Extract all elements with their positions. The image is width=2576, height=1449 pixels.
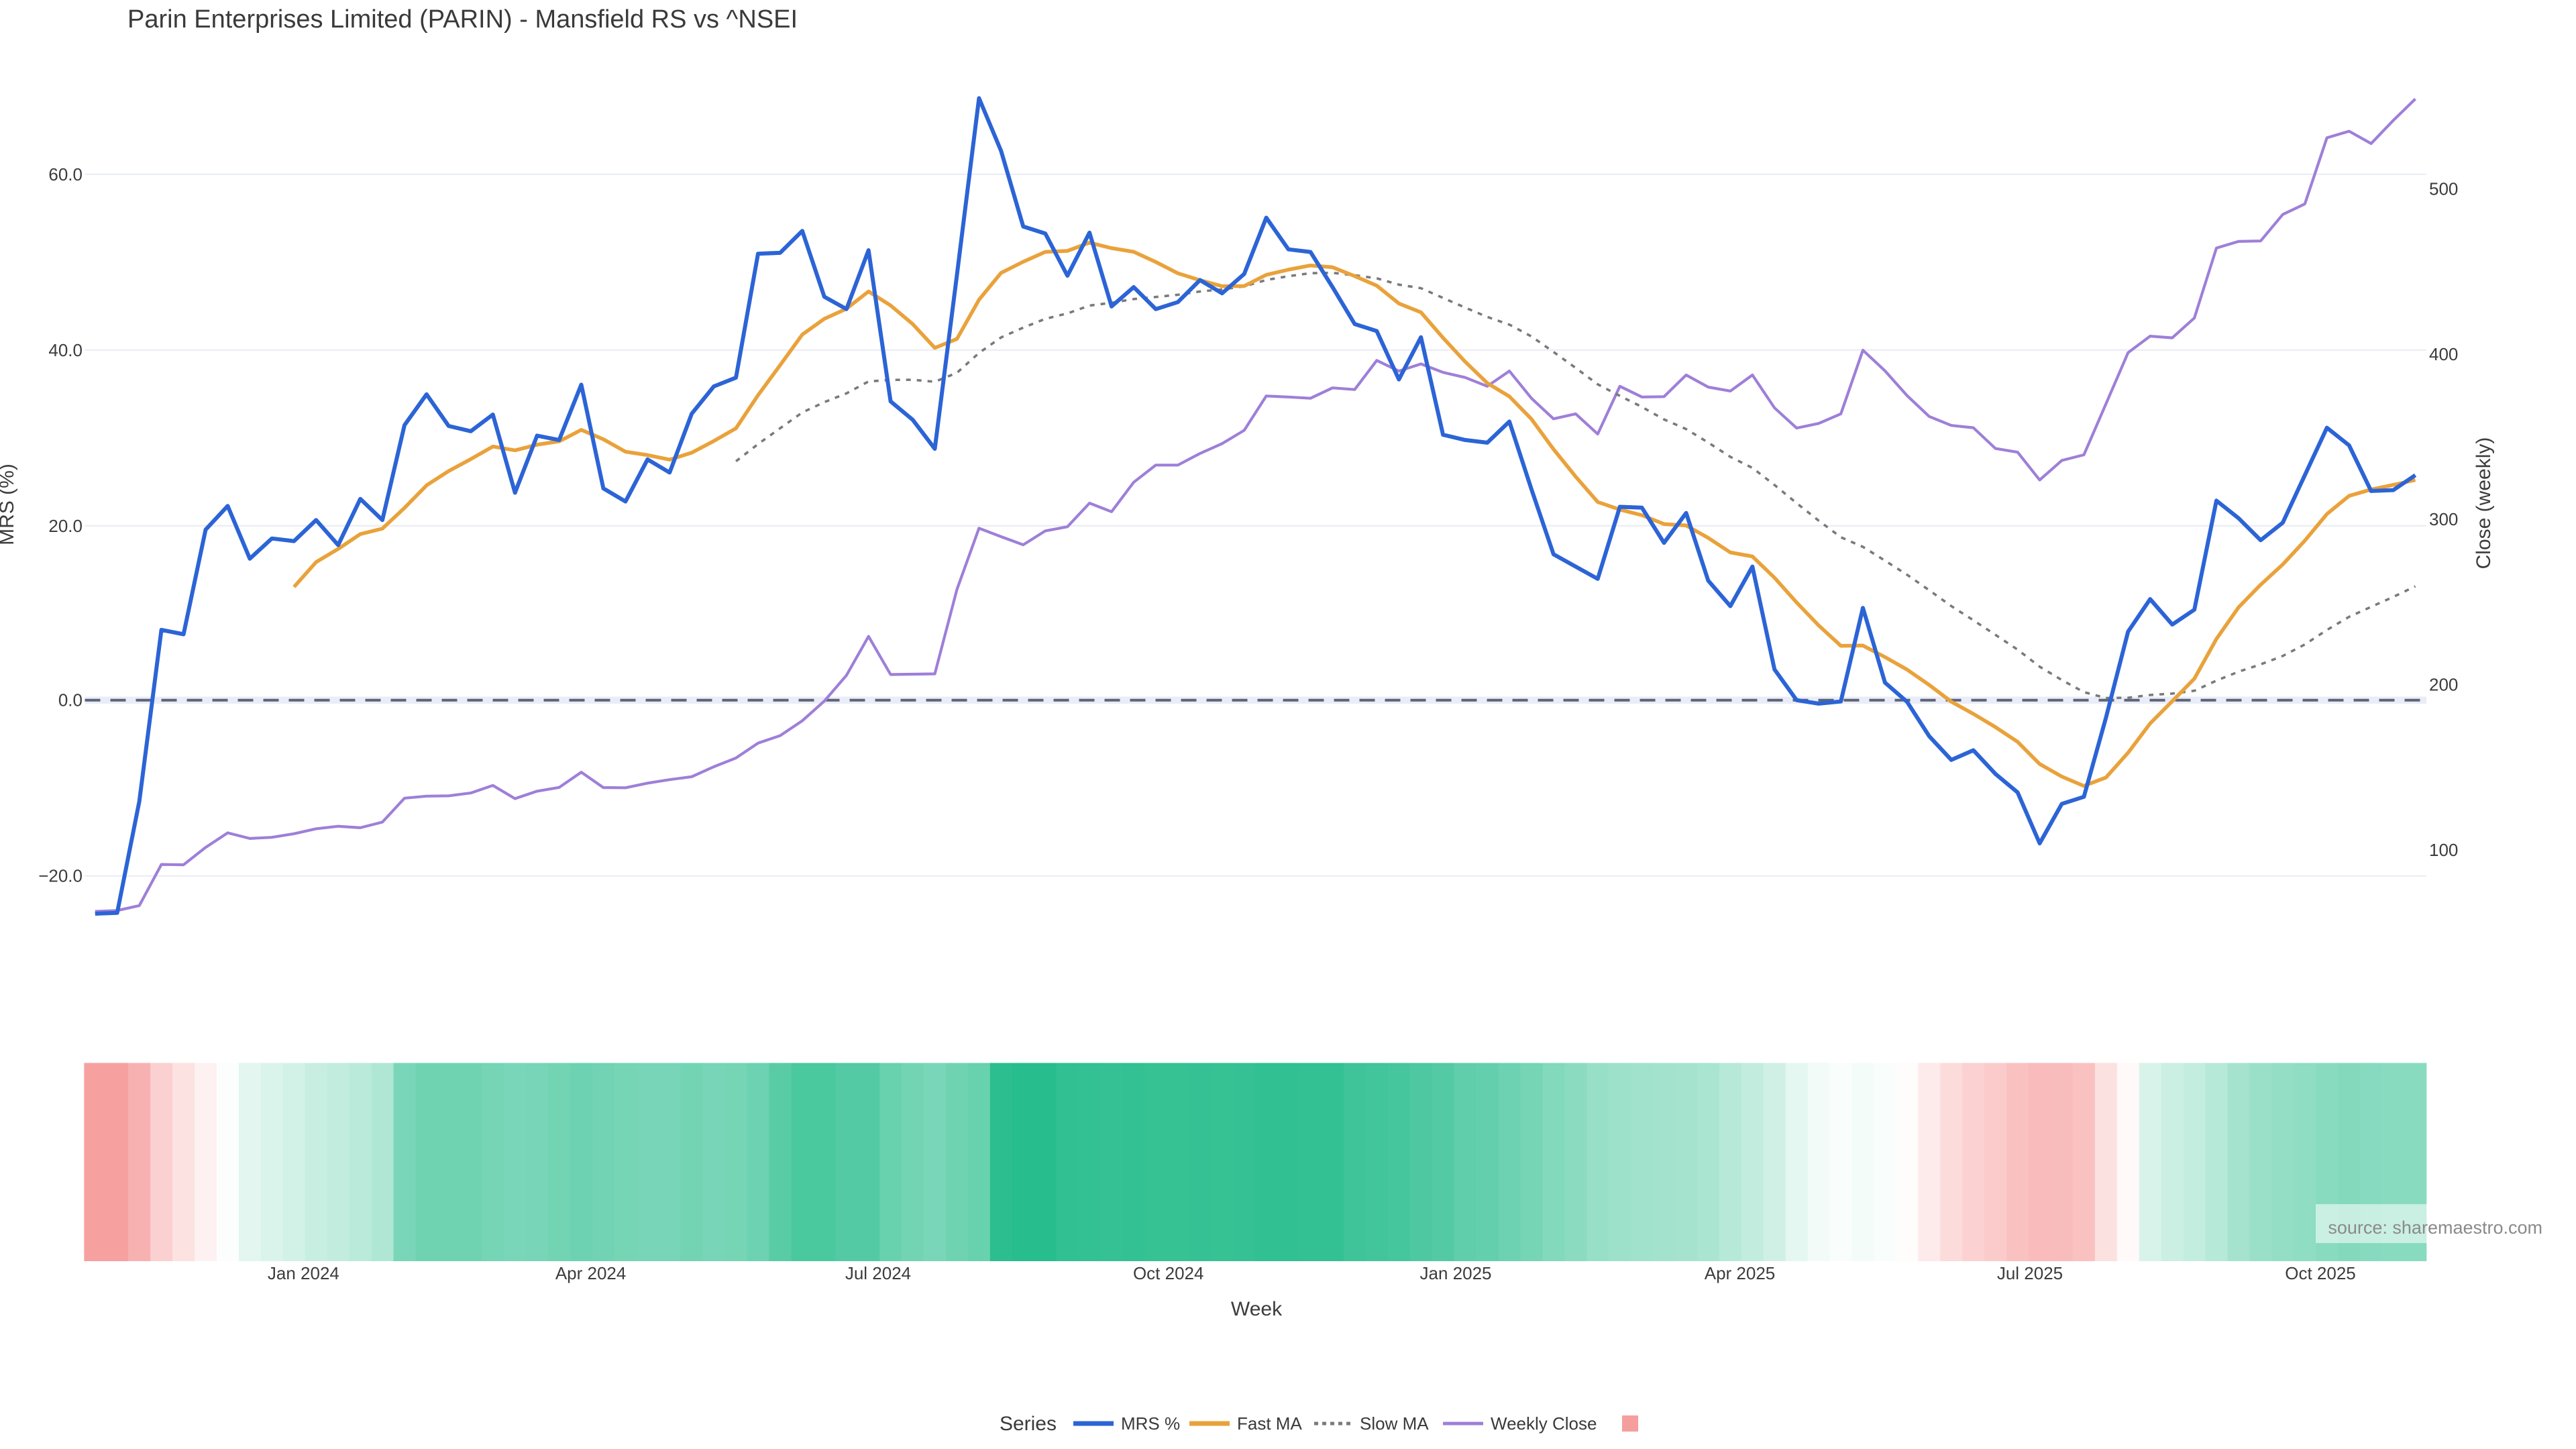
svg-text:Oct 2024: Oct 2024 xyxy=(1133,1263,1204,1283)
svg-text:Weekly Close: Weekly Close xyxy=(1491,1413,1597,1434)
svg-text:Jan 2025: Jan 2025 xyxy=(1420,1263,1492,1283)
svg-text:100: 100 xyxy=(2429,840,2458,860)
svg-text:Jul 2025: Jul 2025 xyxy=(1997,1263,2063,1283)
svg-text:Apr 2025: Apr 2025 xyxy=(1705,1263,1776,1283)
svg-text:200: 200 xyxy=(2429,675,2458,695)
svg-text:Apr 2024: Apr 2024 xyxy=(555,1263,627,1283)
svg-text:MRS (%): MRS (%) xyxy=(0,464,18,545)
svg-text:−20.0: −20.0 xyxy=(38,866,83,886)
svg-text:Jul 2024: Jul 2024 xyxy=(845,1263,911,1283)
svg-text:Oct 2025: Oct 2025 xyxy=(2285,1263,2356,1283)
svg-text:Jan 2024: Jan 2024 xyxy=(268,1263,339,1283)
svg-text:Slow MA: Slow MA xyxy=(1360,1413,1429,1434)
svg-text:Fast MA: Fast MA xyxy=(1237,1413,1302,1434)
svg-text:Series: Series xyxy=(1000,1413,1057,1435)
svg-text:300: 300 xyxy=(2429,509,2458,529)
svg-text:Week: Week xyxy=(1231,1298,1283,1320)
svg-text:MRS %: MRS % xyxy=(1121,1413,1180,1434)
svg-text:40.0: 40.0 xyxy=(48,340,83,360)
svg-text:Close (weekly): Close (weekly) xyxy=(2473,437,2495,570)
svg-text:500: 500 xyxy=(2429,178,2458,199)
svg-text:60.0: 60.0 xyxy=(48,164,83,184)
svg-text:0.0: 0.0 xyxy=(58,690,83,710)
svg-text:Parin Enterprises Limited (PAR: Parin Enterprises Limited (PARIN) - Mans… xyxy=(127,5,798,34)
svg-text:20.0: 20.0 xyxy=(48,516,83,536)
svg-text:400: 400 xyxy=(2429,344,2458,364)
svg-text:source: sharemaestro.com: source: sharemaestro.com xyxy=(2328,1218,2542,1238)
